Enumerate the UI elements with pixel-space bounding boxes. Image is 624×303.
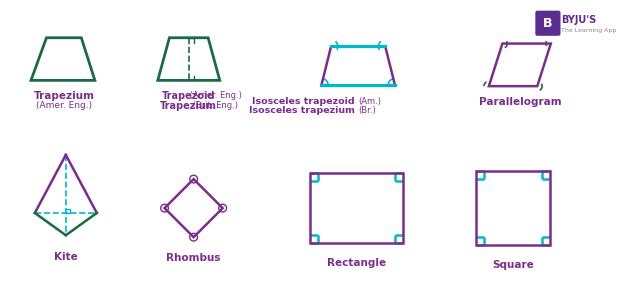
Text: Rectangle: Rectangle — [327, 258, 386, 268]
Text: B: B — [543, 17, 553, 30]
Text: Parallelogram: Parallelogram — [479, 97, 561, 107]
Text: (Brit. Eng.): (Brit. Eng.) — [190, 101, 238, 110]
Text: (Amer. Eng.): (Amer. Eng.) — [36, 101, 92, 110]
Text: Trapezoid: Trapezoid — [162, 91, 215, 101]
Text: Isosceles trapezoid: Isosceles trapezoid — [252, 97, 358, 106]
Text: BYJU'S: BYJU'S — [562, 15, 597, 25]
Text: Trapezium: Trapezium — [160, 101, 217, 111]
Text: Square: Square — [492, 260, 534, 270]
Text: Rhombus: Rhombus — [167, 253, 221, 263]
Text: Kite: Kite — [54, 252, 78, 262]
Text: Trapezium: Trapezium — [34, 91, 94, 101]
Text: (Br.): (Br.) — [358, 106, 376, 115]
Text: (Amer. Eng.): (Amer. Eng.) — [187, 91, 241, 100]
Text: (Am.): (Am.) — [358, 97, 381, 106]
Text: The Learning App: The Learning App — [562, 28, 617, 32]
FancyBboxPatch shape — [535, 11, 560, 36]
Text: Isosceles trapezium: Isosceles trapezium — [249, 106, 358, 115]
